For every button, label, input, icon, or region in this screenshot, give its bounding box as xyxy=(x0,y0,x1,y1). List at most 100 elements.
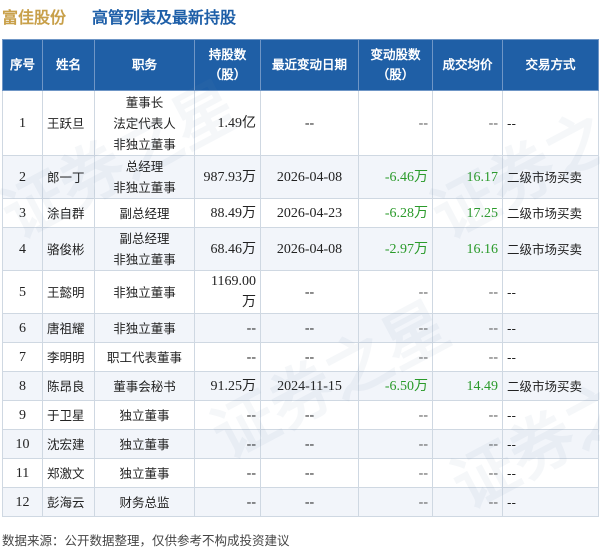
position-line: 财务总监 xyxy=(119,494,170,510)
cell-shares: -- xyxy=(194,342,261,372)
table-row: 4 骆俊彬 副总经理 非独立董事 68.46万 2026-04-08 -2.97万 16.16… xyxy=(2,227,599,271)
position-line: 非独立董事 xyxy=(113,320,176,336)
cell-seq: 2 xyxy=(2,155,43,199)
cell-name: 王懿明 xyxy=(42,270,95,314)
cell-position: 财务总监 xyxy=(94,487,195,517)
cell-position: 副总经理 xyxy=(94,198,195,228)
header-price: 成交均价 xyxy=(432,39,503,91)
header-date: 最近变动日期 xyxy=(260,39,359,91)
position-line: 独立董事 xyxy=(119,465,170,481)
cell-seq: 3 xyxy=(2,198,43,228)
cell-date: -- xyxy=(260,313,359,343)
cell-price: -- xyxy=(432,487,503,517)
header-seq: 序号 xyxy=(2,39,43,91)
cell-price: 16.16 xyxy=(432,227,503,271)
cell-position: 非独立董事 xyxy=(94,313,195,343)
table-body: 1 王跃旦 董事长 法定代表人 非独立董事 1.49亿 -- -- -- -- 2 郎一丁 总经理 非独立… xyxy=(2,90,599,517)
cell-change: -- xyxy=(358,342,433,372)
cell-seq: 5 xyxy=(2,270,43,314)
cell-method: 二级市场买卖 xyxy=(502,155,599,199)
cell-change: -- xyxy=(358,429,433,459)
cell-shares: 1.49亿 xyxy=(194,90,261,156)
cell-name: 唐祖耀 xyxy=(42,313,95,343)
position-line: 非独立董事 xyxy=(113,252,176,267)
cell-date: -- xyxy=(260,458,359,488)
cell-price: -- xyxy=(432,313,503,343)
header-change-line1: 变动股数 xyxy=(370,47,421,62)
cell-method: 二级市场买卖 xyxy=(502,198,599,228)
position-line: 副总经理 xyxy=(119,205,170,221)
header-shares-line2: （股） xyxy=(208,67,247,82)
cell-seq: 11 xyxy=(2,458,43,488)
cell-name: 李明明 xyxy=(42,342,95,372)
cell-shares: 68.46万 xyxy=(194,227,261,271)
cell-change: -6.46万 xyxy=(358,155,433,199)
position-line: 独立董事 xyxy=(119,436,170,452)
table-row: 3 涂自群 副总经理 88.49万 2026-04-23 -6.28万 17.25 二级市场买… xyxy=(2,198,599,228)
cell-price: -- xyxy=(432,90,503,156)
header-change-line2: （股） xyxy=(376,67,415,82)
table-row: 6 唐祖耀 非独立董事 -- -- -- -- -- xyxy=(2,313,599,343)
cell-seq: 12 xyxy=(2,487,43,517)
position-line: 非独立董事 xyxy=(113,136,176,152)
cell-position: 副总经理 非独立董事 xyxy=(94,227,195,271)
cell-shares: 91.25万 xyxy=(194,371,261,401)
cell-date: 2026-04-23 xyxy=(260,198,359,228)
cell-method: -- xyxy=(502,429,599,459)
cell-shares: -- xyxy=(194,313,261,343)
position-line: 法定代表人 xyxy=(113,115,176,131)
cell-change: -6.28万 xyxy=(358,198,433,228)
position-line: 非独立董事 xyxy=(113,284,176,300)
position-line: 总经理 xyxy=(125,159,164,174)
cell-shares: 1169.00万 xyxy=(194,270,261,314)
cell-date: -- xyxy=(260,342,359,372)
table-row: 10 沈宏建 独立董事 -- -- -- -- -- xyxy=(2,429,599,459)
cell-change: -- xyxy=(358,270,433,314)
position-line: 董事会秘书 xyxy=(113,378,176,394)
cell-name: 陈昂良 xyxy=(42,371,95,401)
cell-date: 2026-04-08 xyxy=(260,155,359,199)
cell-name: 彭海云 xyxy=(42,487,95,517)
header-position: 职务 xyxy=(94,39,195,91)
cell-position: 独立董事 xyxy=(94,458,195,488)
table-header-row: 序号 姓名 职务 持股数 （股） 最近变动日期 变动股数 （股） 成交均价 交易… xyxy=(2,39,599,91)
cell-date: -- xyxy=(260,429,359,459)
page-title: 高管列表及最新持股 xyxy=(92,8,237,27)
cell-name: 于卫星 xyxy=(42,400,95,430)
cell-seq: 9 xyxy=(2,400,43,430)
title-bar: 富佳股份 高管列表及最新持股 xyxy=(0,0,600,34)
cell-shares: -- xyxy=(194,400,261,430)
cell-price: -- xyxy=(432,429,503,459)
cell-name: 王跃旦 xyxy=(42,90,95,156)
cell-position: 职工代表董事 xyxy=(94,342,195,372)
cell-name: 涂自群 xyxy=(42,198,95,228)
cell-change: -- xyxy=(358,90,433,156)
holdings-table: 序号 姓名 职务 持股数 （股） 最近变动日期 变动股数 （股） 成交均价 交易… xyxy=(2,39,599,517)
header-name: 姓名 xyxy=(42,39,95,91)
cell-seq: 7 xyxy=(2,342,43,372)
cell-seq: 1 xyxy=(2,90,43,156)
cell-seq: 4 xyxy=(2,227,43,271)
cell-price: -- xyxy=(432,458,503,488)
cell-method: -- xyxy=(502,400,599,430)
cell-method: 二级市场买卖 xyxy=(502,227,599,271)
cell-position: 总经理 非独立董事 xyxy=(94,155,195,199)
cell-change: -- xyxy=(358,400,433,430)
cell-date: -- xyxy=(260,90,359,156)
table-row: 5 王懿明 非独立董事 1169.00万 -- -- -- -- xyxy=(2,270,599,314)
cell-change: -2.97万 xyxy=(358,227,433,271)
position-line: 职工代表董事 xyxy=(106,349,182,365)
cell-method: -- xyxy=(502,342,599,372)
cell-date: -- xyxy=(260,487,359,517)
position-line: 独立董事 xyxy=(119,407,170,423)
cell-method: 二级市场买卖 xyxy=(502,371,599,401)
cell-name: 郎一丁 xyxy=(42,155,95,199)
header-method: 交易方式 xyxy=(502,39,599,91)
cell-date: 2024-11-15 xyxy=(260,371,359,401)
table-row: 12 彭海云 财务总监 -- -- -- -- -- xyxy=(2,487,599,517)
cell-change: -6.50万 xyxy=(358,371,433,401)
table-row: 11 郑激文 独立董事 -- -- -- -- -- xyxy=(2,458,599,488)
header-shares: 持股数 （股） xyxy=(194,39,261,91)
cell-shares: -- xyxy=(194,487,261,517)
cell-price: 16.17 xyxy=(432,155,503,199)
